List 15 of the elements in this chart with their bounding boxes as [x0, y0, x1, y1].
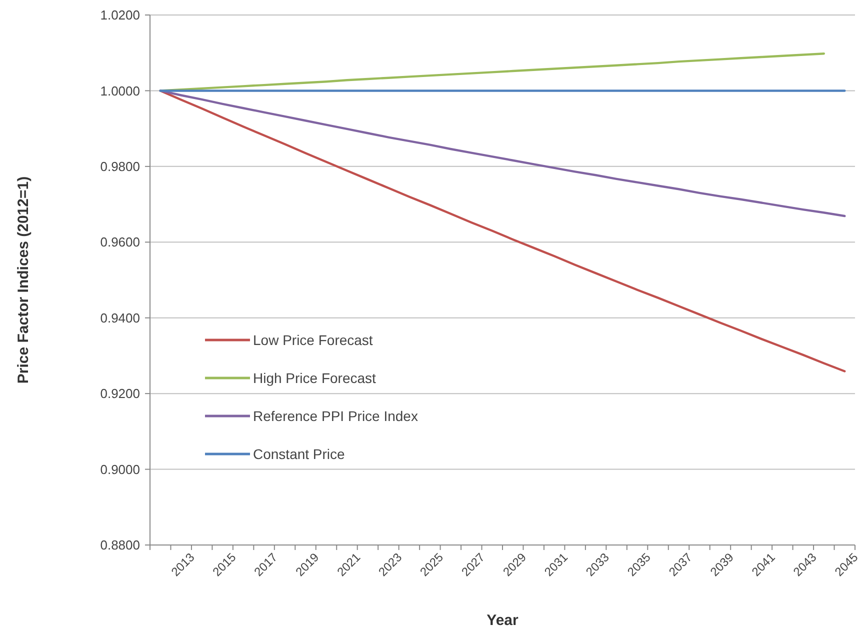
y-tick-label: 0.8800: [100, 538, 140, 553]
y-tick-label: 0.9800: [100, 158, 140, 174]
y-tick-label: 0.9000: [100, 462, 140, 477]
y-tick-label: 1.0000: [100, 83, 140, 98]
x-axis-title: Year: [486, 612, 519, 629]
y-tick-label: 0.9600: [100, 234, 140, 250]
legend-label: Reference PPI Price Index: [253, 408, 418, 424]
line-series: [159, 90, 846, 372]
legend-label: High Price Forecast: [253, 370, 376, 386]
legend-label: Constant Price: [253, 446, 346, 462]
y-axis-title: Price Factor Indices (2012=1): [15, 176, 32, 384]
y-tick-label: 0.9400: [100, 310, 140, 326]
y-tick-label: 1.0200: [100, 8, 140, 23]
legend-label: Low Price Forecast: [253, 332, 373, 348]
y-tick-label: 0.9200: [100, 386, 140, 402]
